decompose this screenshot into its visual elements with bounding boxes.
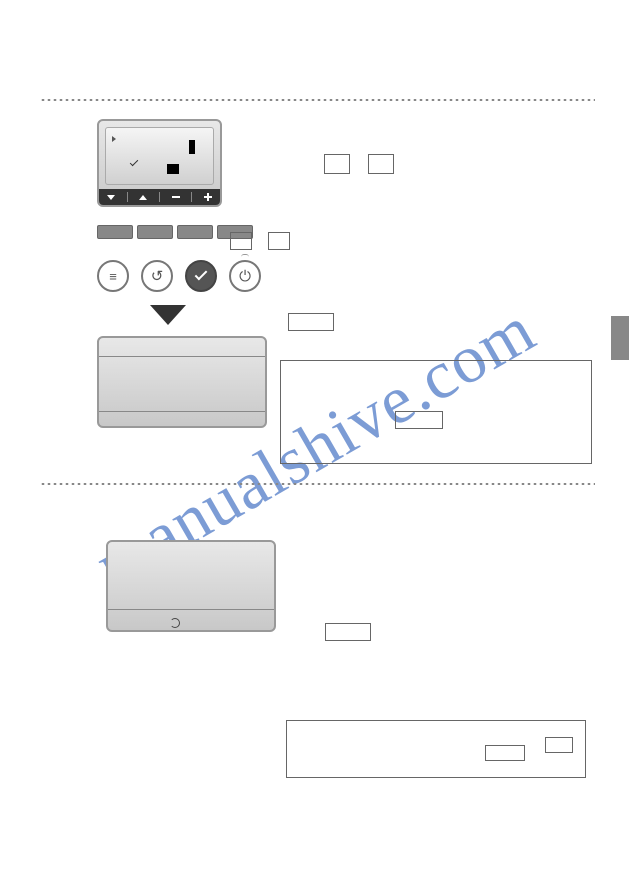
separator xyxy=(127,192,128,202)
down-arrow-large-icon xyxy=(150,305,186,325)
display-rule xyxy=(99,356,265,357)
down-arrow-icon xyxy=(107,195,115,200)
menu-icon: ≡ xyxy=(109,270,117,283)
callout-box xyxy=(368,154,394,174)
control-button-row: ≡ ↺ ⏻ xyxy=(97,260,261,292)
separator xyxy=(191,192,192,202)
section-divider xyxy=(40,98,595,102)
power-icon: ⏻ xyxy=(239,268,251,285)
soft-button[interactable] xyxy=(177,225,213,239)
callout-box xyxy=(325,623,371,641)
up-arrow-icon xyxy=(139,195,147,200)
info-box xyxy=(280,360,592,464)
back-button[interactable]: ↺ xyxy=(141,260,173,292)
reload-icon xyxy=(170,618,180,628)
soft-button[interactable] xyxy=(97,225,133,239)
cursor-triangle-icon xyxy=(112,136,116,142)
callout-box xyxy=(485,745,525,761)
display-rule xyxy=(99,411,265,412)
callout-box xyxy=(545,737,573,753)
callout-box xyxy=(324,154,350,174)
separator xyxy=(159,192,160,202)
callout-box xyxy=(395,411,443,429)
display-panel-step xyxy=(106,540,276,632)
info-box xyxy=(286,720,586,778)
display-panel-menu xyxy=(97,119,222,207)
display-block xyxy=(167,164,179,174)
menu-button[interactable]: ≡ xyxy=(97,260,129,292)
display-block xyxy=(189,140,195,154)
confirm-button[interactable] xyxy=(185,260,217,292)
callout-box xyxy=(288,313,334,331)
check-icon xyxy=(130,158,138,166)
check-icon xyxy=(195,268,208,281)
power-button[interactable]: ⏻ xyxy=(229,260,261,292)
display-rule xyxy=(108,609,274,610)
power-indicator-icon xyxy=(241,254,249,257)
page-section-tab xyxy=(611,316,629,360)
soft-button[interactable] xyxy=(137,225,173,239)
back-icon: ↺ xyxy=(151,267,164,285)
section-divider xyxy=(40,482,595,486)
callout-box xyxy=(230,232,252,250)
plus-icon xyxy=(204,196,212,198)
power-button-wrap: ⏻ xyxy=(229,260,261,292)
display-panel-result xyxy=(97,336,267,428)
callout-box xyxy=(268,232,290,250)
nav-bar xyxy=(99,189,220,205)
minus-icon xyxy=(172,196,180,198)
display-inner xyxy=(105,127,214,185)
